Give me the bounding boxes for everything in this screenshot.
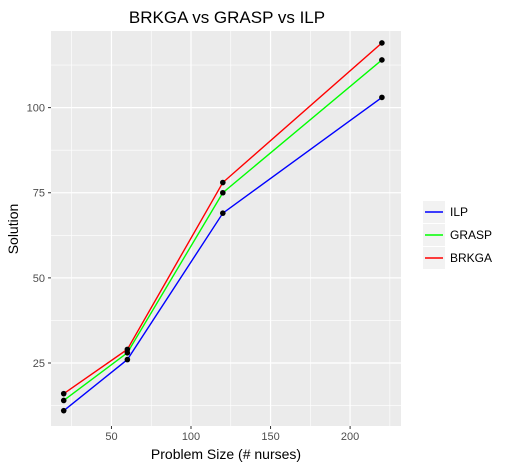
- data-point-brkga: [125, 347, 131, 353]
- x-axis-label: Problem Size (# nurses): [151, 446, 301, 462]
- y-tick-label: 25: [33, 358, 45, 370]
- data-point-brkga: [379, 40, 385, 46]
- x-tick-label: 50: [105, 431, 117, 443]
- data-point-ilp: [379, 95, 385, 101]
- legend-label-brkga: BRKGA: [450, 251, 492, 265]
- chart-title: BRKGA vs GRASP vs ILP: [129, 8, 325, 27]
- data-point-grasp: [220, 190, 226, 196]
- legend-label-ilp: ILP: [450, 205, 468, 219]
- y-axis-label: Solution: [5, 204, 21, 255]
- y-tick-label: 75: [33, 188, 45, 200]
- x-tick-label: 150: [261, 431, 279, 443]
- data-point-ilp: [61, 408, 67, 414]
- x-tick-label: 200: [341, 431, 359, 443]
- data-point-grasp: [61, 398, 67, 404]
- data-point-grasp: [379, 57, 385, 63]
- x-tick-label: 100: [182, 431, 200, 443]
- data-point-ilp: [220, 210, 226, 216]
- data-point-brkga: [220, 180, 226, 186]
- y-tick-label: 100: [27, 103, 45, 115]
- data-point-brkga: [61, 391, 67, 397]
- legend: ILP GRASP BRKGA: [423, 201, 492, 269]
- legend-label-grasp: GRASP: [450, 228, 492, 242]
- data-point-ilp: [125, 357, 131, 363]
- y-tick-label: 50: [33, 273, 45, 285]
